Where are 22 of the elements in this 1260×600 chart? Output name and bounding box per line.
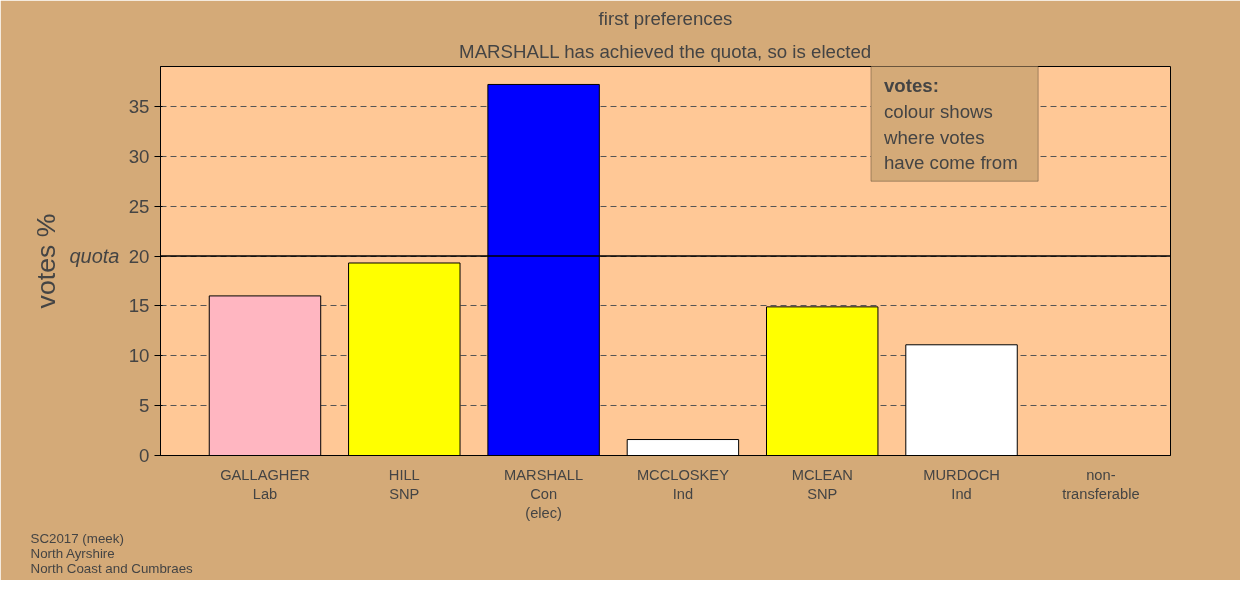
y-axis-title: votes % [31, 213, 62, 309]
x-tick-label: MARSHALL Con (elec) [504, 466, 584, 521]
y-tick-label: 35 [128, 95, 150, 117]
x-tick-label: GALLAGHER Lab [220, 466, 310, 502]
ref-line-label: quota [69, 245, 120, 268]
annotation: votes: [883, 75, 939, 97]
x-tick-label: MURDOCH Ind [923, 466, 1000, 502]
y-tick-label: 5 [139, 395, 150, 417]
x-tick-label: HILL SNP [388, 466, 420, 502]
chart-title: first preferences [598, 7, 733, 29]
y-tick-label: 20 [128, 245, 150, 267]
text: SC2017 (meek) North Ayrshire North Coast and Cumbraes [30, 530, 194, 576]
y-tick-label: 30 [128, 145, 150, 167]
y-tick-label: 0 [139, 445, 150, 466]
y-tick-label: 15 [128, 295, 150, 317]
x-tick-label: non- transferable [1062, 466, 1140, 502]
x-tick-label: MCCLOSKEY Ind [636, 466, 730, 502]
x-tick-label: MCLEAN SNP [791, 466, 853, 502]
y-tick-label: 25 [128, 195, 150, 217]
y-tick-label: 10 [128, 345, 150, 367]
chart-subtitle: MARSHALL has achieved the quota, so is elected [459, 40, 872, 62]
annotation: colour shows where votes have come from [882, 101, 1018, 173]
